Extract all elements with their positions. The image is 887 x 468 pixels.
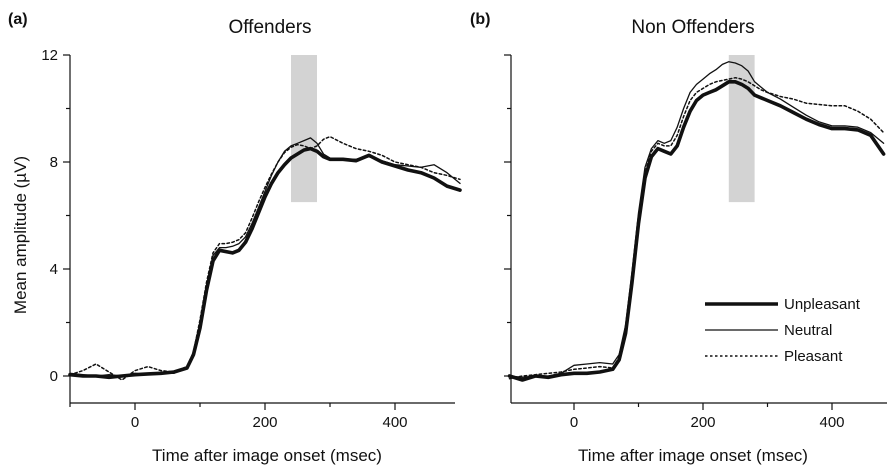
panel-b-x-tick-label: 400 [819,414,844,431]
panel-a-shaded-window [291,55,317,203]
panel-b-x-tick-label: 0 [570,414,578,431]
panel-a-series [68,135,462,381]
y-tick-label: 12 [41,47,58,64]
panel-a-x-tick-label: 200 [252,414,277,431]
panel-b-axes: 0 200 400 [504,54,887,431]
y-tick-label: 4 [50,261,58,278]
panel-a-x-tick-label: 0 [131,414,139,431]
panel-b-shaded-window-rect [728,55,755,203]
panel-offenders: (a) Offenders Time after image onset (ms… [8,11,462,465]
y-axis-label: Mean amplitude (µV) [11,156,30,314]
panel-a-title: Offenders [228,17,311,38]
panel-a-letter: (a) [8,11,28,28]
legend-label-pleasant: Pleasant [784,348,843,365]
y-tick-label: 0 [50,368,58,385]
panel-b-series-pleasant [508,76,885,380]
panel-b-x-axis-label: Time after image onset (msec) [578,446,808,465]
panel-b-title: Non Offenders [631,17,754,38]
panel-non-offenders: (b) Non Offenders Time after image onset… [470,11,887,465]
panel-a-series-neutral [69,137,461,377]
panel-b-letter: (b) [470,11,490,28]
panel-b-series-neutral [508,61,885,378]
y-tick-label: 8 [50,154,58,171]
legend-label-neutral: Neutral [784,322,832,339]
legend: Unpleasant Neutral Pleasant [705,296,861,365]
panel-a-axes: 0 4 8 12 0 200 400 [41,47,455,431]
panel-b-series-unpleasant [507,80,886,382]
panel-a-x-axis-label: Time after image onset (msec) [152,446,382,465]
panel-a-x-tick-label: 400 [382,414,407,431]
panel-a-shaded-window-rect [291,55,317,203]
panel-a-series-unpleasant [68,146,462,380]
legend-label-unpleasant: Unpleasant [784,296,861,313]
panel-b-x-tick-label: 200 [690,414,715,431]
panel-b-series [507,61,886,382]
panel-a-series-pleasant [69,135,461,381]
panel-b-shaded-window [728,55,755,203]
